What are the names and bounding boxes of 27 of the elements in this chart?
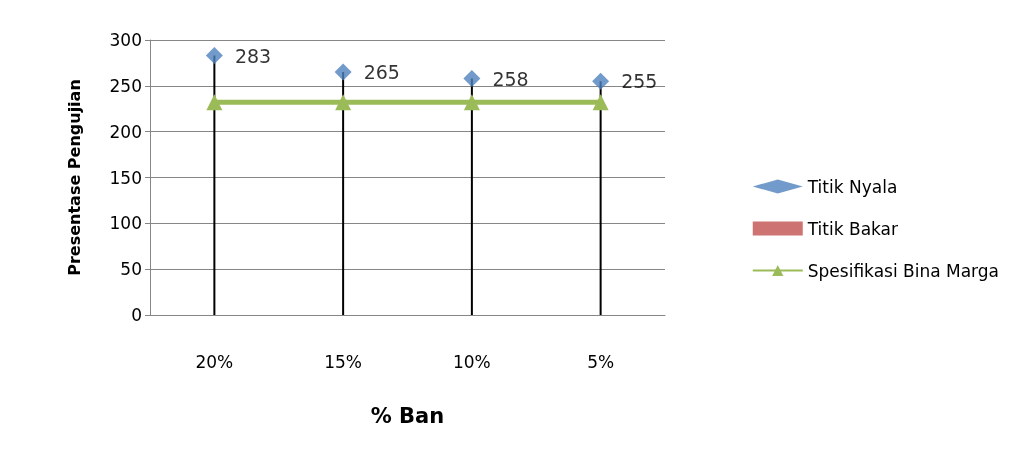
y-axis-title: Presentase Pengujian	[64, 79, 84, 276]
y-tick-label: 100	[109, 213, 142, 234]
y-tick-label: 50	[120, 259, 142, 280]
point	[206, 94, 223, 111]
x-tick-label: 15%	[324, 351, 363, 372]
point	[592, 72, 610, 90]
point	[335, 94, 352, 111]
data-label: 283	[234, 44, 272, 67]
legend-label: Titik Bakar	[806, 218, 899, 239]
legend-label: Titik Nyala	[806, 176, 898, 197]
point	[592, 94, 609, 111]
point	[334, 63, 352, 81]
legend-label: Spesifikasi Bina Marga	[807, 260, 1000, 281]
x-tick-label: 20%	[195, 351, 234, 372]
point	[463, 70, 481, 87]
y-tick-label: 200	[109, 121, 142, 142]
y-tick-label: 250	[109, 75, 142, 96]
y-tick-label: 0	[131, 305, 142, 325]
x-tick-label: 10%	[452, 351, 491, 372]
x-axis-title: % Ban	[370, 403, 445, 428]
point	[463, 94, 480, 111]
x-tick-label: 5%	[587, 351, 615, 372]
data-label: 265	[363, 61, 400, 84]
y-tick-label: 300	[109, 30, 142, 50]
point	[205, 47, 223, 65]
data-label: 258	[492, 67, 529, 90]
y-tick-label: 150	[109, 167, 142, 188]
